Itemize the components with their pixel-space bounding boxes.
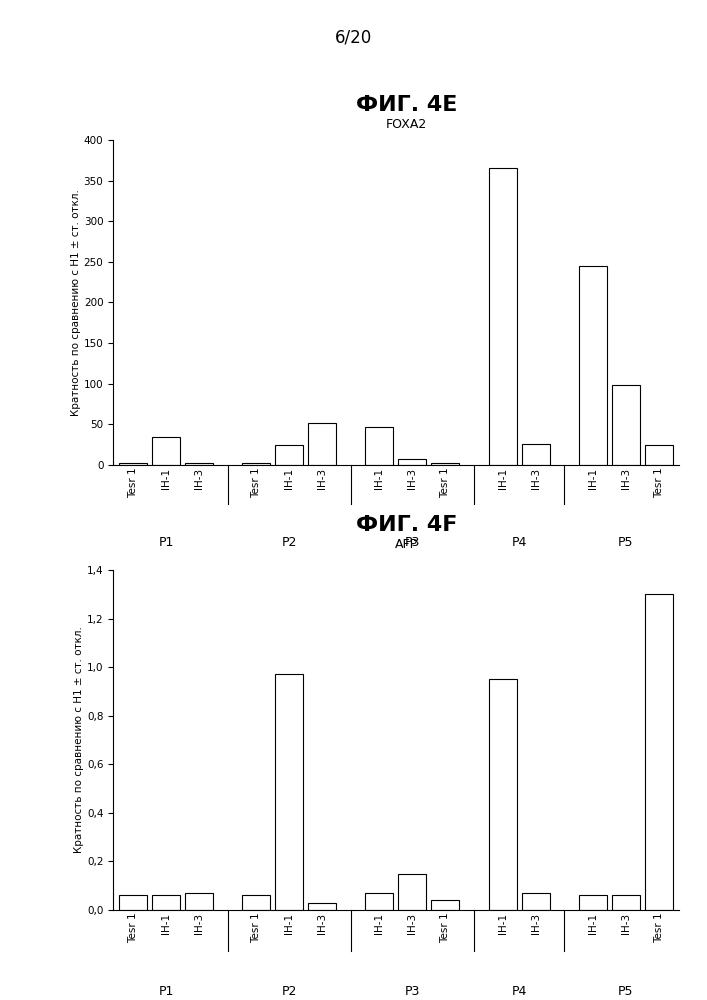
Text: P4: P4 bbox=[511, 536, 527, 550]
Text: 6/20: 6/20 bbox=[335, 28, 372, 46]
Bar bbox=[308, 423, 337, 465]
Bar bbox=[645, 594, 673, 910]
Bar bbox=[522, 444, 550, 465]
Text: ФИГ. 4E: ФИГ. 4E bbox=[356, 95, 457, 115]
Text: P2: P2 bbox=[281, 985, 297, 998]
Text: FOXA2: FOXA2 bbox=[386, 118, 427, 131]
Text: P3: P3 bbox=[404, 536, 420, 550]
Bar bbox=[275, 445, 303, 465]
Y-axis label: Кратность по сравнению с Н1 ± ст. откл.: Кратность по сравнению с Н1 ± ст. откл. bbox=[71, 189, 81, 416]
Bar bbox=[399, 459, 426, 465]
Bar bbox=[275, 674, 303, 910]
Bar bbox=[366, 427, 393, 465]
Bar bbox=[612, 385, 640, 465]
Bar bbox=[119, 463, 147, 465]
Bar bbox=[579, 266, 607, 465]
Bar bbox=[152, 437, 180, 465]
Text: P1: P1 bbox=[158, 985, 174, 998]
Bar bbox=[431, 900, 460, 910]
Text: P5: P5 bbox=[618, 985, 633, 998]
Text: P2: P2 bbox=[281, 536, 297, 550]
Text: AFP: AFP bbox=[395, 538, 418, 552]
Bar bbox=[399, 874, 426, 910]
Bar bbox=[366, 893, 393, 910]
Bar bbox=[185, 893, 213, 910]
Y-axis label: Кратность по сравнению с Н1 ± ст. откл.: Кратность по сравнению с Н1 ± ст. откл. bbox=[74, 627, 84, 853]
Bar bbox=[119, 895, 147, 910]
Text: P3: P3 bbox=[404, 985, 420, 998]
Bar bbox=[242, 895, 270, 910]
Bar bbox=[522, 893, 550, 910]
Bar bbox=[431, 463, 460, 465]
Bar bbox=[308, 903, 337, 910]
Text: ФИГ. 4F: ФИГ. 4F bbox=[356, 515, 457, 535]
Bar bbox=[579, 895, 607, 910]
Bar bbox=[185, 463, 213, 465]
Text: P1: P1 bbox=[158, 536, 174, 550]
Bar bbox=[489, 168, 517, 465]
Bar bbox=[645, 445, 673, 465]
Bar bbox=[489, 679, 517, 910]
Text: P5: P5 bbox=[618, 536, 633, 550]
Bar bbox=[152, 895, 180, 910]
Bar bbox=[612, 895, 640, 910]
Bar bbox=[242, 463, 270, 465]
Text: P4: P4 bbox=[511, 985, 527, 998]
